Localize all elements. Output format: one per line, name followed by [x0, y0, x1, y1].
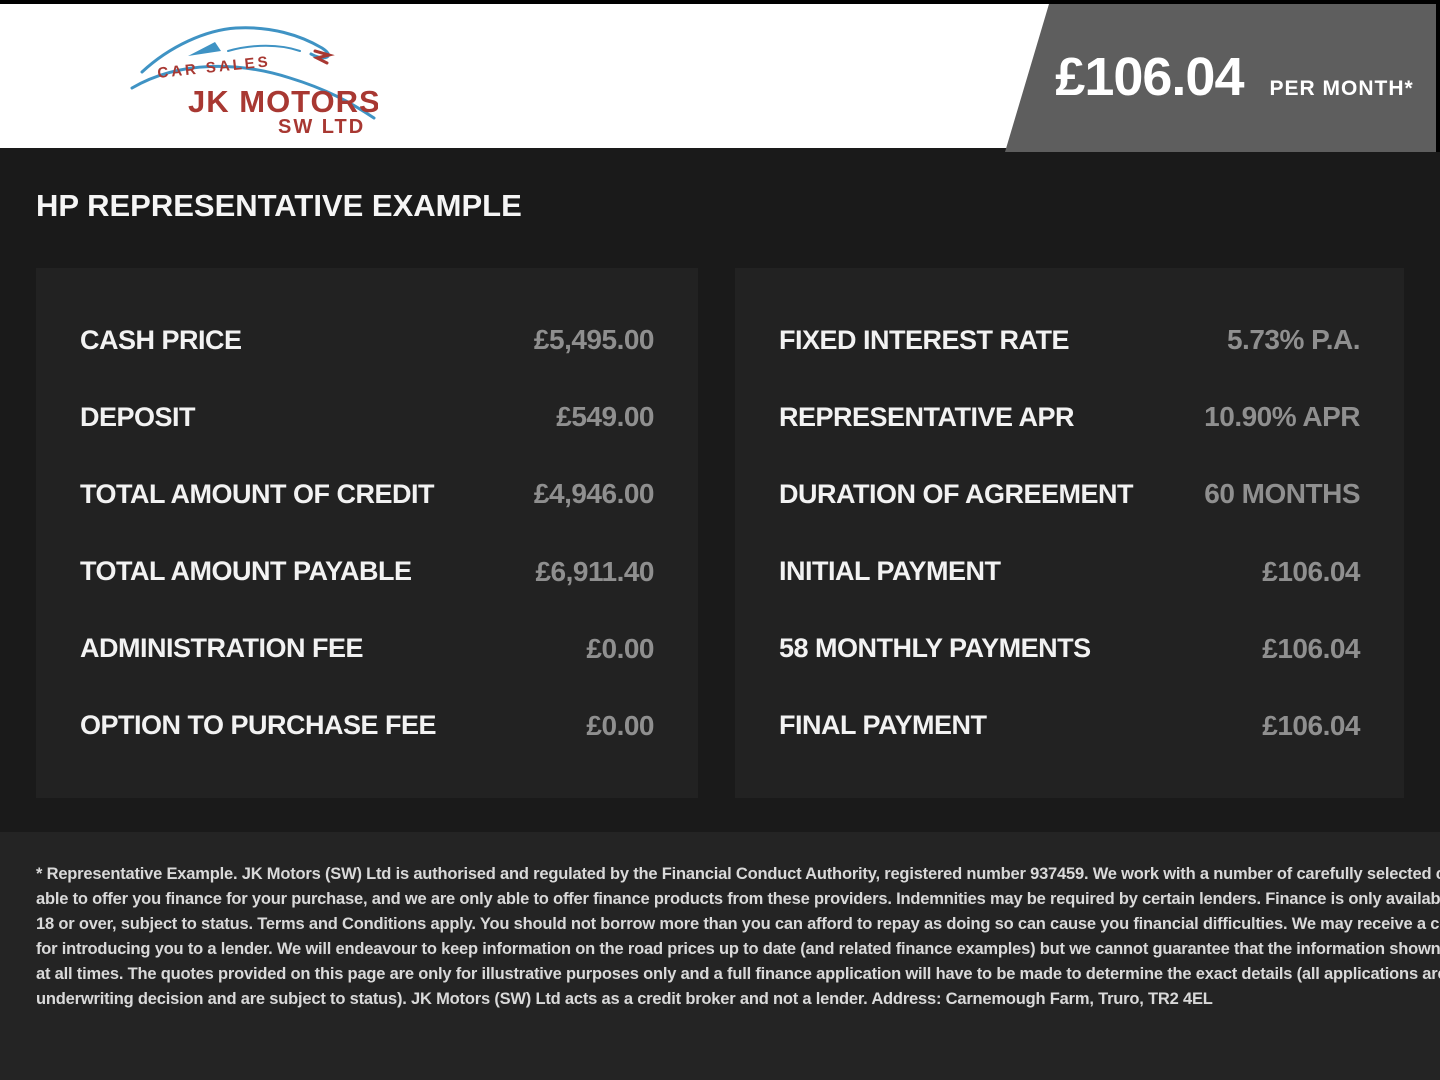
finance-panel-right: FIXED INTEREST RATE 5.73% P.A. REPRESENT…	[735, 268, 1404, 798]
row-interest-rate: FIXED INTEREST RATE 5.73% P.A.	[779, 320, 1361, 360]
header: CAR SALES JK MOTORS SW LTD £106.04 PER M…	[0, 0, 1440, 152]
row-value: £549.00	[556, 401, 654, 433]
row-initial-payment: INITIAL PAYMENT £106.04	[779, 552, 1360, 592]
row-option-fee: OPTION TO PURCHASE FEE £0.00	[80, 706, 654, 746]
jk-motors-logo: CAR SALES JK MOTORS SW LTD	[130, 26, 378, 136]
row-duration: DURATION OF AGREEMENT 60 MONTHS	[779, 474, 1360, 514]
legal-footer: * Representative Example. JK Motors (SW)…	[0, 832, 1440, 1080]
row-label: TOTAL AMOUNT OF CREDIT	[80, 478, 434, 509]
row-value: £106.04	[1262, 709, 1360, 741]
row-label: FINAL PAYMENT	[779, 710, 987, 741]
row-final-payment: FINAL PAYMENT £106.04	[779, 706, 1360, 746]
logo-sub: SW LTD	[278, 116, 365, 136]
row-label: REPRESENTATIVE APR	[779, 401, 1075, 432]
row-cash-price: CASH PRICE £5,495.00	[80, 320, 655, 360]
monthly-price: £106.04	[1055, 47, 1244, 107]
finance-panel-left: CASH PRICE £5,495.00 DEPOSIT £549.00 TOT…	[36, 268, 698, 798]
row-value: £5,495.00	[533, 324, 655, 355]
row-monthly-payments: 58 MONTHLY PAYMENTS £106.04	[779, 629, 1360, 669]
row-value: £4,946.00	[533, 478, 655, 510]
legal-text-line: * Representative Example. JK Motors (SW)…	[36, 865, 1440, 883]
row-value: £6,911.40	[535, 555, 654, 587]
row-deposit: DEPOSIT £549.00	[80, 397, 654, 437]
page-title: HP REPRESENTATIVE EXAMPLE	[36, 188, 522, 223]
row-value: 60 MONTHS	[1204, 478, 1360, 510]
legal-text-line: 18 or over, subject to status. Terms and…	[36, 915, 1440, 933]
right-edge-strip	[1436, 4, 1440, 152]
car-sketch-icon	[130, 26, 376, 120]
row-label: DURATION OF AGREEMENT	[779, 478, 1134, 509]
row-label: INITIAL PAYMENT	[779, 556, 1001, 587]
row-label: DEPOSIT	[80, 401, 196, 432]
row-value: £106.04	[1262, 555, 1360, 587]
row-value: 10.90% APR	[1204, 401, 1360, 433]
row-value: £106.04	[1262, 632, 1360, 664]
row-apr: REPRESENTATIVE APR 10.90% APR	[779, 397, 1360, 437]
row-label: OPTION TO PURCHASE FEE	[80, 710, 437, 741]
row-label: FIXED INTEREST RATE	[779, 324, 1070, 355]
price-banner: £106.04 PER MONTH*	[1005, 4, 1440, 152]
row-value: £0.00	[586, 709, 654, 741]
legal-text-line: able to offer you finance for your purch…	[36, 890, 1440, 908]
row-total-credit: TOTAL AMOUNT OF CREDIT £4,946.00	[80, 474, 655, 514]
legal-text-line: underwriting decision and are subject to…	[36, 990, 1213, 1008]
monthly-price-suffix: PER MONTH*	[1269, 77, 1414, 100]
row-label: ADMINISTRATION FEE	[80, 633, 364, 664]
row-total-payable: TOTAL AMOUNT PAYABLE £6,911.40	[80, 552, 654, 592]
row-label: 58 MONTHLY PAYMENTS	[779, 633, 1091, 664]
row-value: 5.73% P.A.	[1226, 324, 1361, 355]
row-value: £0.00	[586, 632, 654, 664]
logo-tagline: CAR SALES	[157, 53, 272, 82]
logo-name: JK MOTORS	[188, 84, 378, 119]
row-admin-fee: ADMINISTRATION FEE £0.00	[80, 629, 654, 669]
row-label: CASH PRICE	[80, 324, 242, 355]
legal-text-line: for introducing you to a lender. We will…	[36, 940, 1440, 958]
row-label: TOTAL AMOUNT PAYABLE	[80, 556, 412, 587]
legal-text-line: at all times. The quotes provided on thi…	[36, 965, 1440, 983]
